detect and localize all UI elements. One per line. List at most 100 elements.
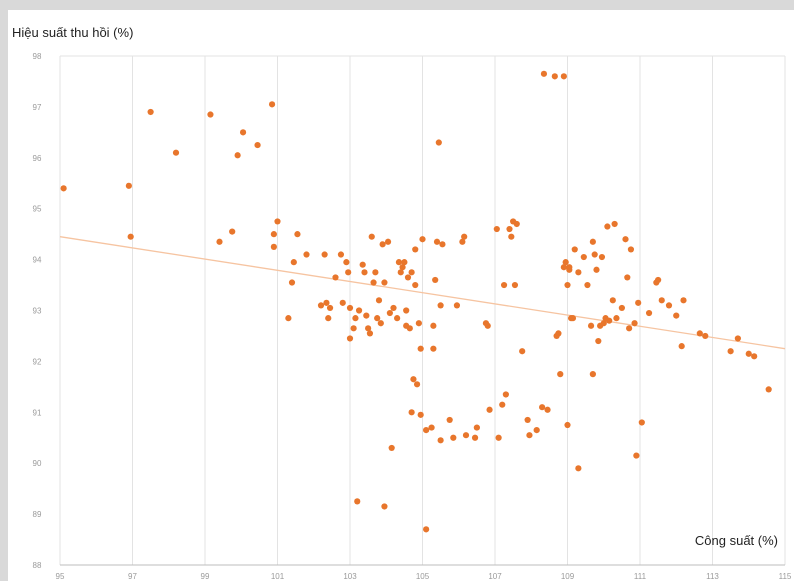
data-point — [423, 427, 430, 434]
data-point — [609, 297, 616, 304]
data-point — [323, 299, 330, 306]
data-point — [374, 315, 381, 322]
data-point — [471, 434, 479, 441]
x-tick-label: 109 — [561, 572, 575, 581]
data-point — [453, 302, 461, 309]
data-point — [127, 233, 134, 240]
y-tick-label: 96 — [33, 154, 42, 163]
data-point — [339, 299, 346, 306]
data-point — [412, 281, 419, 289]
data-point — [587, 322, 595, 329]
trendline — [59, 236, 786, 350]
data-point — [350, 325, 357, 332]
data-point — [361, 269, 368, 276]
data-point — [303, 251, 310, 258]
data-point — [655, 276, 662, 284]
data-point — [560, 264, 567, 271]
data-point — [539, 404, 546, 411]
data-point — [345, 269, 352, 276]
data-point — [379, 241, 386, 248]
data-point — [566, 264, 573, 271]
data-point — [337, 251, 345, 258]
data-point — [564, 421, 571, 429]
data-point — [386, 309, 393, 317]
data-point — [673, 312, 680, 319]
data-point — [417, 411, 424, 418]
data-point — [611, 220, 618, 228]
data-point — [526, 432, 533, 439]
data-point — [540, 70, 548, 77]
data-point — [368, 233, 375, 240]
data-point — [593, 266, 600, 273]
y-tick-label: 90 — [33, 459, 42, 468]
data-point — [560, 73, 567, 80]
chart-frame: 95 97 99 101 103 105 107 109 111 113 115 88 89 90 91 9… — [8, 10, 794, 581]
x-tick-labels: 95 97 99 101 103 105 107 109 111 113 115 — [56, 572, 792, 581]
data-point — [484, 322, 491, 329]
y-tick-label: 91 — [33, 408, 42, 417]
x-tick-label: 107 — [488, 572, 502, 581]
data-point — [229, 228, 236, 235]
data-point — [417, 345, 424, 352]
data-point — [354, 498, 361, 505]
data-point — [381, 503, 388, 510]
data-point — [562, 259, 569, 266]
data-point — [403, 307, 410, 314]
data-point — [363, 312, 370, 319]
data-point — [580, 253, 587, 261]
y-tick-label: 95 — [33, 205, 42, 214]
data-point — [575, 269, 582, 276]
x-tick-label: 105 — [416, 572, 430, 581]
data-point — [408, 409, 415, 416]
data-point — [631, 320, 638, 327]
data-point — [290, 259, 297, 266]
data-point — [680, 297, 687, 304]
data-point — [394, 315, 401, 322]
data-point — [606, 317, 613, 324]
data-point — [270, 243, 277, 250]
data-point — [626, 325, 633, 332]
data-point — [430, 322, 437, 329]
data-point — [745, 350, 752, 357]
y-tick-label: 94 — [33, 256, 42, 265]
y-tick-labels: 88 89 90 91 92 93 94 95 96 97 98 — [33, 52, 42, 570]
data-points — [60, 70, 772, 533]
data-point — [326, 304, 334, 312]
data-point — [397, 269, 404, 276]
data-point — [598, 253, 606, 261]
data-point — [317, 302, 325, 309]
data-point — [415, 320, 422, 327]
data-point — [500, 281, 508, 289]
data-point — [270, 231, 277, 238]
data-point — [589, 371, 596, 378]
data-point — [584, 281, 591, 289]
data-point — [638, 419, 645, 426]
data-point — [370, 279, 377, 286]
data-point — [551, 73, 558, 80]
data-point — [388, 444, 395, 452]
data-point — [557, 371, 564, 378]
data-point — [658, 297, 665, 304]
data-point — [727, 348, 734, 355]
data-point — [734, 335, 741, 342]
data-point — [591, 251, 598, 258]
x-tick-label: 95 — [56, 572, 65, 581]
data-point — [751, 353, 758, 360]
data-point — [346, 304, 354, 312]
data-point — [355, 307, 363, 314]
x-tick-label: 101 — [271, 572, 285, 581]
data-point — [555, 330, 562, 337]
data-point — [60, 185, 67, 192]
y-axis-title: Hiệu suất thu hồi (%) — [12, 25, 133, 40]
data-point — [665, 302, 673, 309]
data-point — [569, 315, 577, 322]
data-point — [430, 345, 437, 352]
data-point — [401, 259, 408, 266]
y-tick-label: 88 — [33, 561, 42, 570]
x-tick-label: 97 — [128, 572, 137, 581]
data-point — [486, 406, 493, 413]
gridlines — [59, 56, 786, 565]
data-point — [439, 241, 446, 248]
data-point — [437, 437, 444, 444]
y-tick-label: 89 — [33, 510, 42, 519]
